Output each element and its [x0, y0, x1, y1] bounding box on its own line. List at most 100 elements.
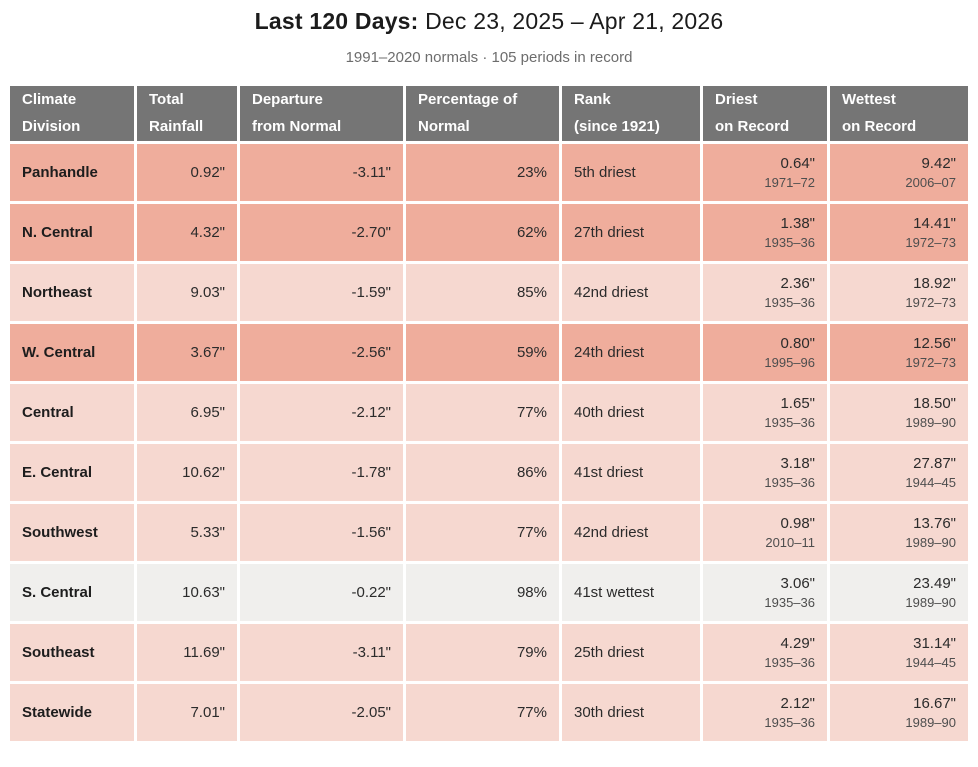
wettest-years: 1989–90 — [905, 595, 956, 610]
departure-cell: -2.56" — [240, 324, 406, 384]
percentage-cell: 86% — [406, 444, 562, 504]
wettest-cell: 9.42" 2006–07 — [830, 144, 968, 204]
total-rainfall-cell: 11.69" — [137, 624, 240, 684]
driest-value: 1.65" — [780, 395, 815, 412]
wettest-years: 1989–90 — [905, 715, 956, 730]
total-rainfall-cell: 6.95" — [137, 384, 240, 444]
wettest-cell: 27.87" 1944–45 — [830, 444, 968, 504]
percentage-cell: 77% — [406, 384, 562, 444]
departure-cell: -1.78" — [240, 444, 406, 504]
rank-cell: 24th driest — [562, 324, 703, 384]
driest-cell: 3.06" 1935–36 — [703, 564, 830, 624]
departure-cell: -2.70" — [240, 204, 406, 264]
col-header-departure: Departure from Normal — [240, 86, 406, 144]
driest-value: 4.29" — [780, 635, 815, 652]
rank-cell: 42nd driest — [562, 264, 703, 324]
wettest-value: 23.49" — [913, 575, 956, 592]
division-cell: N. Central — [10, 204, 137, 264]
division-cell: Central — [10, 384, 137, 444]
wettest-cell: 18.50" 1989–90 — [830, 384, 968, 444]
driest-years: 1935–36 — [764, 475, 815, 490]
driest-cell: 4.29" 1935–36 — [703, 624, 830, 684]
header-line: (since 1921) — [574, 117, 660, 135]
total-rainfall-cell: 9.03" — [137, 264, 240, 324]
driest-cell: 0.98" 2010–11 — [703, 504, 830, 564]
division-cell: E. Central — [10, 444, 137, 504]
wettest-years: 1972–73 — [905, 295, 956, 310]
percentage-cell: 79% — [406, 624, 562, 684]
rank-cell: 27th driest — [562, 204, 703, 264]
driest-years: 1935–36 — [764, 715, 815, 730]
wettest-value: 27.87" — [913, 455, 956, 472]
total-rainfall-cell: 5.33" — [137, 504, 240, 564]
total-rainfall-cell: 4.32" — [137, 204, 240, 264]
departure-cell: -3.11" — [240, 624, 406, 684]
header-line: on Record — [842, 117, 917, 135]
rank-cell: 40th driest — [562, 384, 703, 444]
rank-cell: 25th driest — [562, 624, 703, 684]
departure-cell: -1.59" — [240, 264, 406, 324]
division-cell: Southeast — [10, 624, 137, 684]
col-header-total-rainfall: Total Rainfall — [137, 86, 240, 144]
total-rainfall-cell: 7.01" — [137, 684, 240, 744]
driest-years: 1935–36 — [764, 235, 815, 250]
departure-cell: -0.22" — [240, 564, 406, 624]
wettest-cell: 23.49" 1989–90 — [830, 564, 968, 624]
col-header-climate-division: Climate Division — [10, 86, 137, 144]
header-line: Normal — [418, 117, 470, 135]
col-header-percentage: Percentage of Normal — [406, 86, 562, 144]
header-line: from Normal — [252, 117, 342, 135]
percentage-cell: 62% — [406, 204, 562, 264]
wettest-cell: 16.67" 1989–90 — [830, 684, 968, 744]
rank-cell: 41st wettest — [562, 564, 703, 624]
driest-cell: 2.36" 1935–36 — [703, 264, 830, 324]
header-line: Percentage of — [418, 91, 518, 109]
driest-years: 1995–96 — [764, 355, 815, 370]
driest-value: 2.36" — [780, 275, 815, 292]
driest-value: 0.64" — [780, 155, 815, 172]
wettest-value: 9.42" — [921, 155, 956, 172]
rank-cell: 42nd driest — [562, 504, 703, 564]
page-title: Last 120 Days: Dec 23, 2025 – Apr 21, 20… — [0, 8, 978, 35]
wettest-cell: 13.76" 1989–90 — [830, 504, 968, 564]
wettest-years: 1972–73 — [905, 235, 956, 250]
division-cell: W. Central — [10, 324, 137, 384]
wettest-cell: 18.92" 1972–73 — [830, 264, 968, 324]
header-line: Departure — [252, 91, 323, 109]
table-row: Panhandle 0.92" -3.11" 23% 5th driest 0.… — [10, 144, 968, 204]
wettest-years: 1972–73 — [905, 355, 956, 370]
table-row: W. Central 3.67" -2.56" 59% 24th driest … — [10, 324, 968, 384]
wettest-value: 14.41" — [913, 215, 956, 232]
table-header: Climate Division Total Rainfall Departure f… — [10, 86, 968, 144]
division-cell: Statewide — [10, 684, 137, 744]
percentage-cell: 23% — [406, 144, 562, 204]
driest-value: 1.38" — [780, 215, 815, 232]
col-header-rank: Rank (since 1921) — [562, 86, 703, 144]
wettest-years: 1989–90 — [905, 415, 956, 430]
header-row: Climate Division Total Rainfall Departure f… — [10, 86, 968, 144]
driest-value: 3.06" — [780, 575, 815, 592]
wettest-years: 1944–45 — [905, 655, 956, 670]
table-row: Southeast 11.69" -3.11" 79% 25th driest … — [10, 624, 968, 684]
driest-years: 1935–36 — [764, 655, 815, 670]
percentage-cell: 98% — [406, 564, 562, 624]
driest-years: 1935–36 — [764, 415, 815, 430]
percentage-cell: 77% — [406, 684, 562, 744]
rank-cell: 41st driest — [562, 444, 703, 504]
driest-cell: 2.12" 1935–36 — [703, 684, 830, 744]
wettest-value: 16.67" — [913, 695, 956, 712]
wettest-years: 1989–90 — [905, 535, 956, 550]
total-rainfall-cell: 10.63" — [137, 564, 240, 624]
departure-cell: -2.12" — [240, 384, 406, 444]
wettest-years: 1944–45 — [905, 475, 956, 490]
driest-value: 0.80" — [780, 335, 815, 352]
page-title-period: Last 120 Days: — [254, 8, 419, 34]
wettest-cell: 14.41" 1972–73 — [830, 204, 968, 264]
table-row: Southwest 5.33" -1.56" 77% 42nd driest 0… — [10, 504, 968, 564]
header-line: Rank — [574, 91, 611, 109]
table-row: N. Central 4.32" -2.70" 62% 27th driest … — [10, 204, 968, 264]
col-header-driest: Driest on Record — [703, 86, 830, 144]
header-line: Driest — [715, 91, 758, 109]
percentage-cell: 85% — [406, 264, 562, 324]
col-header-wettest: Wettest on Record — [830, 86, 968, 144]
